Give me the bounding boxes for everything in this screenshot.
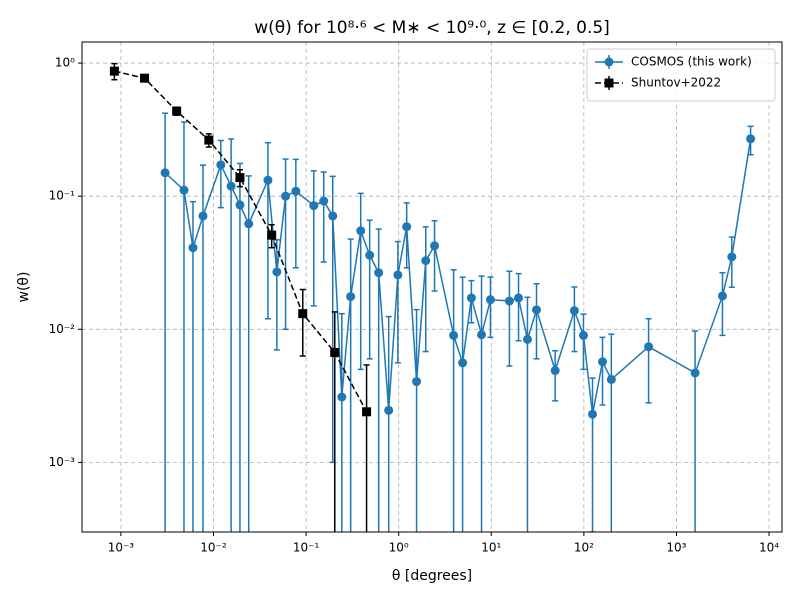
marker [204,135,214,145]
marker [337,392,347,402]
y-tick-label: 10⁻² [49,322,76,336]
marker [421,256,431,266]
marker [466,293,476,303]
legend-marker [604,78,614,88]
marker [298,309,308,319]
legend-box [586,48,776,102]
marker [522,334,532,344]
marker [346,292,356,302]
x-tick-label: 10⁻¹ [293,541,320,555]
marker [374,268,384,278]
marker [309,201,319,211]
marker [504,296,514,306]
marker [365,250,375,260]
x-tick-label: 10⁰ [389,541,409,555]
marker [244,219,254,229]
legend-label: Shuntov+2022 [631,76,721,90]
marker [263,175,273,185]
x-tick-label: 10¹ [481,541,501,555]
marker [393,270,403,280]
marker [140,73,150,83]
axes-frame [81,41,783,533]
marker [291,186,301,196]
marker [430,241,440,251]
series-line [164,138,752,415]
marker [644,342,654,352]
marker [235,200,245,210]
x-tick-label: 10⁴ [759,541,779,555]
x-axis-label: θ [degrees] [392,568,472,584]
marker [598,357,608,367]
marker [160,168,170,178]
x-tick-label: 10² [574,541,594,555]
marker [746,134,756,144]
series [160,112,756,532]
x-tick-label: 10³ [666,541,686,555]
marker [514,293,524,303]
marker [281,191,291,201]
marker [727,252,737,262]
marker [412,377,422,387]
y-tick-label: 10⁻¹ [49,189,76,203]
marker [402,222,412,232]
marker [330,347,340,357]
chart-title: w(θ) for 10⁸·⁶ < M∗ < 10⁹·⁰, z ∈ [0.2, 0… [254,18,610,38]
marker [235,173,245,183]
marker [198,211,208,221]
series-line [114,70,368,413]
marker [606,374,616,384]
marker [179,185,189,195]
marker [569,306,579,316]
marker [690,368,700,378]
y-tick-label: 10⁰ [55,56,75,70]
legend: COSMOS (this work) Shuntov+2022 [586,48,776,102]
marker [362,407,372,417]
marker [578,330,588,340]
marker [272,267,282,277]
marker [717,291,727,301]
marker [226,181,236,191]
marker [477,330,487,340]
marker [267,230,277,240]
plot-area [109,62,756,532]
legend-marker [604,57,614,67]
marker [532,305,542,315]
marker [485,295,495,305]
marker [550,366,560,376]
x-tick-label: 10⁻³ [108,541,135,555]
marker [458,358,468,368]
marker [449,330,459,340]
ticks: 10⁻³ 10⁻² 10⁻¹ 10⁰ 10¹ 10² 10³ 10⁴ 10⁻³ 10⁻² 10⁻¹ 1… [49,56,780,555]
grid [82,42,782,532]
marker [328,211,338,221]
legend-label: COSMOS (this work) [631,55,752,69]
marker [588,409,598,419]
marker [356,226,366,236]
x-tick-label: 10⁻² [200,541,227,555]
y-tick-label: 10⁻³ [49,455,76,469]
marker [319,196,329,206]
marker [188,243,198,253]
marker [109,66,119,76]
marker [172,106,182,116]
y-axis-label: w(θ) [16,272,32,303]
marker [384,405,394,415]
marker [216,160,226,170]
series [109,62,372,532]
